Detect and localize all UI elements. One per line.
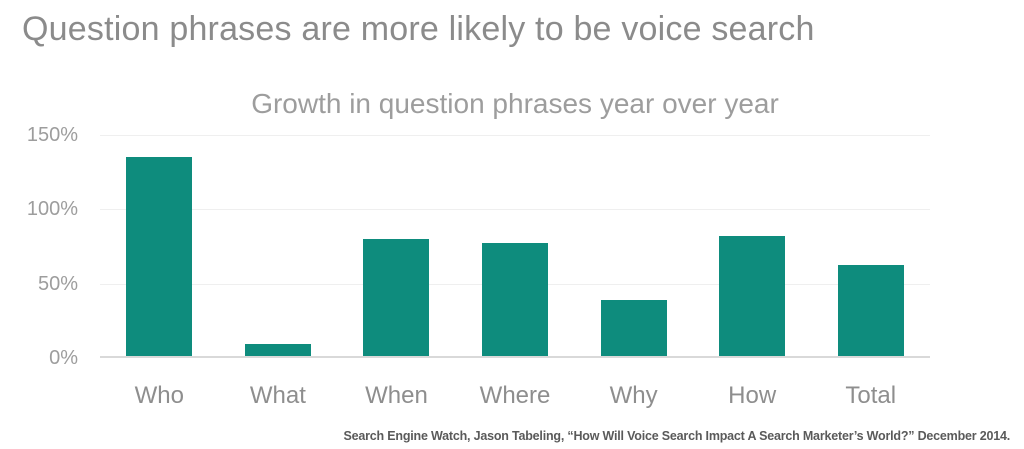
page-title: Question phrases are more likely to be v…	[22, 10, 815, 48]
bar-when	[363, 238, 430, 356]
chart-title: Growth in question phrases year over yea…	[251, 88, 779, 119]
gridline-150	[100, 135, 930, 136]
bar-total	[837, 265, 904, 356]
x-label-where: Where	[479, 382, 551, 409]
y-axis: 0% 50% 100% 150%	[0, 124, 80, 369]
x-label-why: Why	[609, 382, 658, 409]
plot-area	[100, 135, 930, 358]
x-label-what: What	[249, 382, 306, 409]
gridline-100	[100, 209, 930, 211]
bar-why	[600, 299, 667, 356]
x-label-who: Who	[134, 382, 184, 409]
x-label-when: When	[365, 382, 428, 409]
x-axis: Who What When Where Why How Total	[100, 382, 930, 410]
y-tick-label-0: 0%	[49, 347, 78, 369]
source-citation: Search Engine Watch, Jason Tabeling, “Ho…	[343, 429, 1011, 443]
bar-who	[126, 156, 193, 356]
x-label-how: How	[728, 382, 777, 409]
bar-what	[244, 344, 311, 356]
bar-where	[482, 243, 548, 356]
y-tick-label-100: 100%	[26, 198, 78, 221]
y-tick-label-150: 150%	[26, 124, 78, 146]
bar-how	[719, 235, 786, 356]
y-tick-label-50: 50%	[37, 272, 78, 295]
x-label-total: Total	[845, 382, 897, 409]
